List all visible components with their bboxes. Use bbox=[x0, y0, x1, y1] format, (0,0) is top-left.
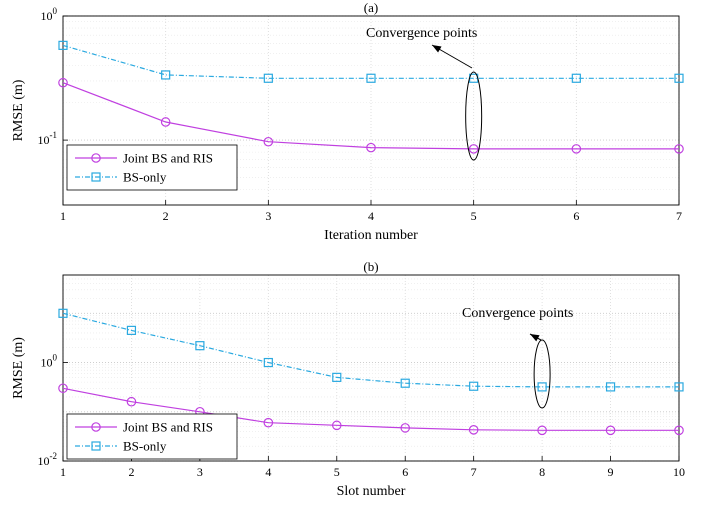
x-tick-label: 5 bbox=[471, 209, 477, 223]
chart-panel-b: 1 2 3 4 5 6 7 8 9 10 10-2 100 (b) Slot number RMSE (m)… bbox=[11, 259, 685, 499]
y-axis-label: RMSE (m) bbox=[11, 79, 26, 141]
data-point bbox=[161, 70, 171, 80]
data-point bbox=[263, 73, 273, 83]
x-tick-label: 3 bbox=[197, 465, 203, 479]
y-axis-label: RMSE (m) bbox=[11, 337, 26, 399]
x-tick-label: 10 bbox=[673, 465, 685, 479]
data-point bbox=[332, 372, 342, 382]
x-tick-label: 1 bbox=[60, 209, 66, 223]
annotation-arrow-head bbox=[530, 334, 540, 342]
data-point bbox=[263, 357, 273, 368]
legend: Joint BS and RIS BS-only bbox=[66, 144, 238, 191]
legend-box bbox=[66, 413, 238, 460]
annotation: Convergence points bbox=[462, 306, 573, 409]
data-point bbox=[195, 341, 205, 351]
legend-box bbox=[66, 144, 238, 191]
data-point bbox=[400, 423, 411, 433]
legend-marker bbox=[91, 441, 101, 451]
y-tick-label: 100 bbox=[41, 353, 58, 370]
data-point bbox=[58, 40, 68, 50]
x-axis-label: Iteration number bbox=[324, 228, 418, 243]
x-tick-label: 9 bbox=[608, 465, 614, 479]
data-point bbox=[366, 73, 376, 83]
legend-label: Joint BS and RIS bbox=[123, 151, 213, 166]
data-point bbox=[366, 142, 376, 153]
chart-title: (b) bbox=[363, 259, 378, 274]
annotation-text: Convergence points bbox=[366, 26, 477, 41]
legend-label: BS-only bbox=[123, 170, 167, 185]
data-point bbox=[263, 136, 274, 147]
data-point bbox=[126, 325, 137, 335]
data-point bbox=[160, 117, 171, 127]
annotation-arrow-head bbox=[432, 45, 442, 53]
chart-title: (a) bbox=[364, 0, 378, 15]
data-point bbox=[605, 425, 616, 436]
y-tick-label: 10-1 bbox=[38, 130, 58, 147]
annotation-text: Convergence points bbox=[462, 306, 573, 321]
legend-label: Joint BS and RIS bbox=[123, 420, 213, 435]
plot-frame bbox=[62, 274, 680, 462]
x-tick-label: 4 bbox=[368, 209, 374, 223]
series-joint-bs-ris bbox=[58, 77, 684, 154]
y-tick-label: 100 bbox=[41, 6, 58, 23]
x-tick-label: 7 bbox=[471, 465, 477, 479]
legend: Joint BS and RIS BS-only bbox=[66, 413, 238, 460]
data-point bbox=[469, 381, 479, 391]
series-line bbox=[62, 82, 679, 150]
x-tick-label: 6 bbox=[402, 465, 408, 479]
data-point bbox=[537, 425, 547, 436]
data-point bbox=[58, 308, 68, 318]
series-bs-only bbox=[58, 40, 684, 83]
series-line bbox=[62, 387, 679, 431]
data-point bbox=[126, 396, 137, 407]
data-point bbox=[400, 378, 410, 388]
data-point bbox=[674, 425, 684, 436]
data-point bbox=[331, 420, 342, 431]
data-point bbox=[263, 417, 274, 428]
data-point bbox=[605, 382, 616, 392]
annotation: Convergence points bbox=[366, 26, 483, 161]
x-tick-label: 2 bbox=[163, 209, 169, 223]
x-axis-label: Slot number bbox=[337, 484, 406, 499]
data-point bbox=[674, 144, 684, 154]
x-tick-label: 1 bbox=[60, 465, 66, 479]
convergence-ellipse bbox=[533, 339, 551, 409]
x-tick-label: 3 bbox=[265, 209, 271, 223]
x-tick-label: 4 bbox=[265, 465, 271, 479]
chart-panel-a: 1 2 3 4 5 6 7 10-1 100 (a) Iteration number RMSE (m… bbox=[11, 0, 684, 243]
data-point bbox=[571, 144, 582, 154]
x-tick-label: 5 bbox=[334, 465, 340, 479]
data-point bbox=[674, 382, 684, 392]
data-point bbox=[537, 382, 547, 392]
series-line bbox=[62, 312, 679, 388]
data-point bbox=[468, 425, 479, 435]
x-tick-label: 6 bbox=[573, 209, 579, 223]
data-point bbox=[571, 73, 581, 83]
legend-marker bbox=[91, 153, 101, 163]
x-tick-label: 7 bbox=[676, 209, 682, 223]
convergence-ellipse bbox=[465, 71, 483, 161]
x-tick-label: 2 bbox=[128, 465, 134, 479]
data-point bbox=[58, 383, 68, 394]
data-point bbox=[58, 77, 68, 88]
legend-marker bbox=[91, 422, 101, 432]
x-tick-label: 8 bbox=[539, 465, 545, 479]
series-line bbox=[62, 44, 679, 79]
legend-marker bbox=[91, 172, 101, 182]
legend-label: BS-only bbox=[123, 439, 167, 454]
data-point bbox=[468, 144, 479, 154]
series-bs-only bbox=[58, 308, 684, 392]
data-point bbox=[674, 73, 684, 83]
y-tick-label: 10-2 bbox=[38, 451, 58, 468]
